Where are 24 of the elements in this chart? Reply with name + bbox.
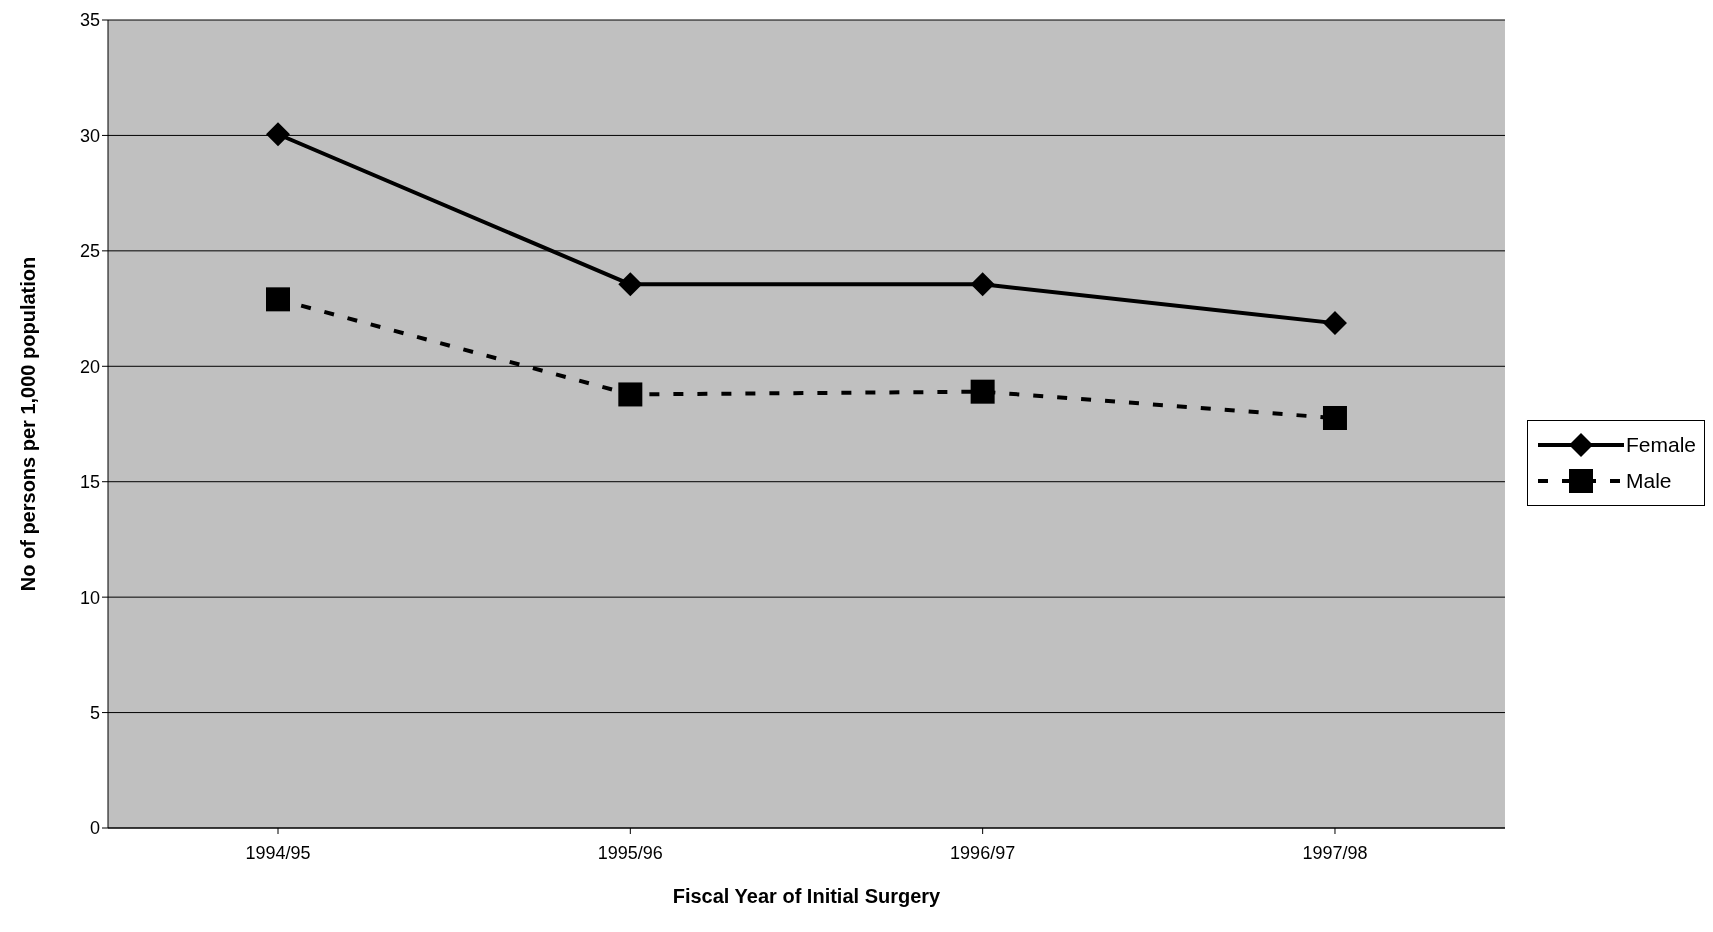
point — [618, 272, 643, 297]
point — [970, 272, 995, 297]
y-tick-label: 30 — [79, 125, 100, 146]
y-axis-title: No of persons per 1,000 population — [17, 256, 40, 592]
x-tick-label: 1994/95 — [245, 842, 311, 863]
y-tick-label: 10 — [79, 587, 100, 608]
x-tick-label: 1997/98 — [1302, 842, 1368, 863]
point — [618, 382, 643, 407]
y-tick-label: 25 — [79, 241, 100, 262]
point — [266, 287, 290, 312]
y-tick-label: 0 — [89, 818, 100, 839]
legend-label: Male — [1625, 468, 1672, 494]
y-tick-label: 35 — [79, 10, 100, 31]
x-tick-label: 1995/96 — [597, 842, 663, 863]
point — [266, 122, 290, 147]
y-tick-label: 15 — [79, 472, 100, 493]
point — [1322, 406, 1347, 430]
point — [1322, 311, 1347, 336]
y-tick-label: 5 — [89, 702, 100, 723]
x-axis-title: Fiscal Year of Initial Surgery — [672, 885, 942, 907]
y-tick-label: 20 — [79, 356, 100, 377]
x-tick-label: 1996/97 — [950, 842, 1016, 863]
point — [970, 379, 995, 404]
legend-label: Female — [1625, 432, 1696, 458]
